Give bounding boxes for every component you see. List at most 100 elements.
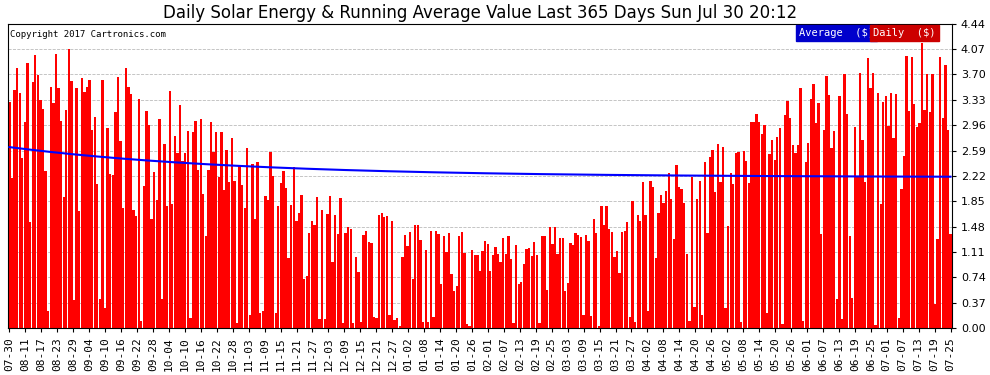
Bar — [8, 102, 11, 328]
Bar — [561, 238, 564, 328]
Bar — [280, 183, 282, 328]
Bar — [859, 74, 861, 328]
Text: Average  ($): Average ($) — [799, 28, 874, 38]
Bar — [362, 235, 364, 328]
Bar — [321, 210, 324, 328]
Bar — [890, 93, 892, 328]
Bar — [220, 132, 223, 328]
Bar — [146, 111, 148, 328]
Bar — [593, 219, 595, 328]
Bar — [65, 110, 67, 328]
Bar — [853, 127, 856, 328]
Bar — [417, 225, 419, 328]
Bar — [158, 119, 160, 328]
Bar — [898, 318, 900, 328]
Bar — [828, 95, 831, 328]
Bar — [670, 199, 672, 328]
Bar — [272, 176, 274, 328]
Bar — [21, 158, 24, 328]
Bar — [704, 162, 706, 328]
Bar — [269, 152, 271, 328]
Bar — [244, 208, 246, 328]
Bar — [48, 311, 50, 328]
Bar — [266, 200, 269, 328]
Bar — [166, 206, 168, 328]
Bar — [148, 125, 150, 328]
Bar — [500, 262, 502, 328]
Bar — [781, 324, 784, 328]
Bar — [153, 172, 155, 328]
Bar — [481, 251, 484, 328]
Bar — [494, 247, 497, 328]
Bar — [88, 80, 91, 328]
Bar — [574, 233, 577, 328]
Bar — [595, 233, 598, 328]
Bar — [579, 237, 582, 328]
Bar — [135, 216, 138, 328]
Bar — [613, 256, 616, 328]
Bar — [678, 186, 680, 328]
Bar — [486, 244, 489, 328]
Bar — [414, 225, 417, 328]
Bar — [720, 182, 722, 328]
Bar — [533, 242, 536, 328]
Bar — [73, 300, 75, 328]
Bar — [86, 87, 88, 328]
Bar — [173, 135, 176, 328]
Bar — [127, 87, 130, 328]
Bar — [688, 321, 691, 328]
Bar — [932, 74, 934, 328]
Bar — [659, 195, 662, 328]
Bar — [794, 153, 797, 328]
Bar — [329, 196, 332, 328]
Bar — [383, 217, 385, 328]
Bar — [657, 213, 659, 328]
Bar — [468, 326, 471, 328]
Bar — [805, 162, 807, 328]
Bar — [874, 325, 877, 328]
Bar — [120, 141, 122, 328]
Bar — [632, 201, 634, 328]
Bar — [433, 317, 435, 328]
Bar — [141, 321, 143, 328]
Bar — [937, 239, 939, 328]
Bar — [293, 167, 295, 328]
Bar — [699, 181, 701, 328]
Bar — [544, 236, 545, 328]
Bar — [520, 282, 523, 328]
Bar — [327, 214, 329, 328]
Bar — [851, 298, 853, 328]
Bar — [125, 68, 127, 328]
Bar — [760, 134, 763, 328]
Bar — [160, 300, 163, 328]
Bar — [572, 245, 574, 328]
Bar — [536, 255, 538, 328]
Bar — [308, 233, 311, 328]
Bar — [181, 161, 184, 328]
Bar — [864, 182, 866, 328]
Bar — [856, 177, 858, 328]
Bar — [665, 191, 667, 328]
Bar — [210, 122, 212, 328]
Bar — [836, 298, 838, 328]
Bar — [887, 126, 890, 328]
Bar — [895, 94, 897, 328]
Bar — [813, 84, 815, 328]
Text: Copyright 2017 Cartronics.com: Copyright 2017 Cartronics.com — [10, 30, 166, 39]
Bar — [548, 226, 550, 328]
Bar — [50, 87, 51, 328]
Bar — [556, 254, 558, 328]
Bar — [673, 240, 675, 328]
Bar — [693, 307, 696, 328]
Bar — [251, 164, 253, 328]
Text: Daily  ($): Daily ($) — [873, 28, 936, 38]
Bar — [924, 110, 926, 328]
Bar — [388, 315, 391, 328]
Bar — [75, 88, 78, 328]
Bar — [747, 183, 750, 328]
Bar — [447, 232, 450, 328]
Bar — [611, 232, 613, 328]
Bar — [380, 213, 383, 328]
Bar — [163, 144, 165, 328]
Bar — [882, 102, 884, 328]
